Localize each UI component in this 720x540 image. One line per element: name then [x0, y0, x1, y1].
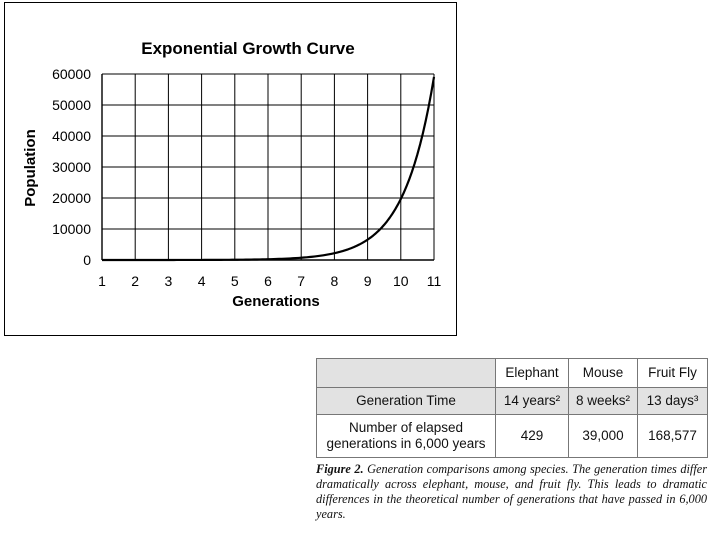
- cell-mouse-elapsed: 39,000: [568, 414, 638, 458]
- chart-title: Exponential Growth Curve: [141, 39, 354, 58]
- cell-elephant-generation-time: 14 years²: [495, 387, 569, 415]
- row-label-elapsed-generations: Number of elapsed generations in 6,000 y…: [316, 414, 496, 458]
- figure-label: Figure 2.: [316, 462, 364, 476]
- cell-fruit-fly-generation-time: 13 days³: [637, 387, 708, 415]
- generation-comparison-table-container: Elephant Mouse Fruit Fly Generation Time…: [316, 358, 708, 458]
- y-tick-label: 60000: [52, 66, 91, 82]
- table-corner-cell: [316, 358, 496, 388]
- chart-frame: Exponential Growth Curve 0 10000 20000 30000…: [4, 2, 457, 336]
- y-tick-label: 0: [83, 252, 91, 268]
- figure-caption: Figure 2. Generation comparisons among s…: [316, 462, 707, 522]
- table-header-row: Elephant Mouse Fruit Fly: [316, 358, 708, 388]
- column-header-mouse: Mouse: [568, 358, 638, 388]
- cell-elephant-elapsed: 429: [495, 414, 569, 458]
- x-tick-label: 3: [165, 273, 173, 289]
- x-tick-label: 8: [331, 273, 339, 289]
- generation-comparison-table: Elephant Mouse Fruit Fly Generation Time…: [316, 358, 708, 458]
- y-tick-label: 50000: [52, 97, 91, 113]
- cell-mouse-generation-time: 8 weeks²: [568, 387, 638, 415]
- x-tick-label: 1: [98, 273, 106, 289]
- row-label-line-2: generations in 6,000 years: [326, 436, 486, 451]
- x-tick-label: 11: [427, 273, 442, 289]
- y-axis-label: Population: [22, 129, 39, 207]
- y-tick-label: 30000: [52, 159, 91, 175]
- x-tick-label: 7: [297, 273, 305, 289]
- row-label-generation-time: Generation Time: [316, 387, 496, 415]
- x-tick-label: 10: [393, 273, 409, 289]
- y-tick-label: 40000: [52, 128, 91, 144]
- figure-caption-text: Generation comparisons among species. Th…: [316, 462, 707, 521]
- cell-fruit-fly-elapsed: 168,577: [637, 414, 708, 458]
- exponential-growth-chart: Exponential Growth Curve 0 10000 20000 30000…: [22, 39, 442, 310]
- x-tick-label: 9: [364, 273, 372, 289]
- table-row-generation-time: Generation Time 14 years² 8 weeks² 13 da…: [316, 387, 708, 415]
- x-tick-label: 6: [264, 273, 272, 289]
- x-tick-label: 5: [231, 273, 239, 289]
- y-tick-label: 10000: [52, 221, 91, 237]
- column-header-elephant: Elephant: [495, 358, 569, 388]
- x-axis-label: Generations: [232, 293, 320, 310]
- x-tick-label: 2: [131, 273, 139, 289]
- table-row-elapsed-generations: Number of elapsed generations in 6,000 y…: [316, 414, 708, 458]
- x-tick-label: 4: [198, 273, 206, 289]
- row-label-line-1: Number of elapsed: [348, 420, 464, 435]
- y-tick-label: 20000: [52, 190, 91, 206]
- column-header-fruit-fly: Fruit Fly: [637, 358, 708, 388]
